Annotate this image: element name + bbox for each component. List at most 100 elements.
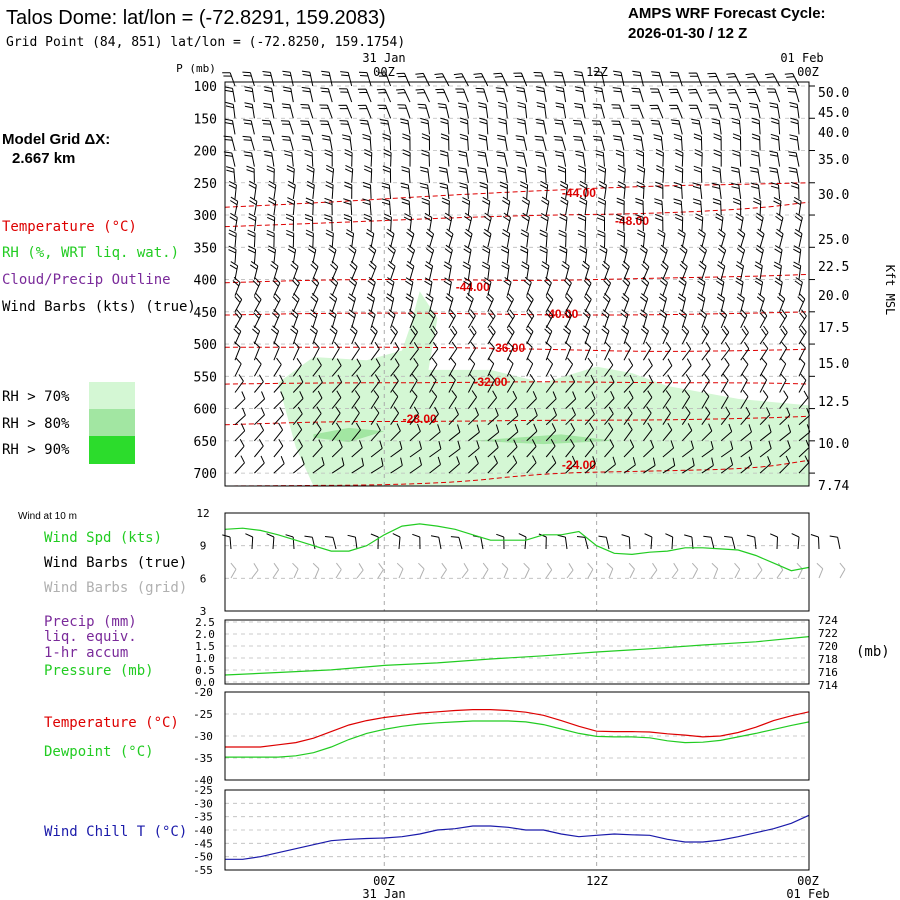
wind-barb-19-14 [506,373,516,393]
td-ticks-label--30: -30 [193,730,213,743]
legend-windchill: Wind Chill T (°C) [44,824,187,840]
wind-barb-10-17 [558,229,567,248]
wind-barb-11-11 [444,244,453,264]
wind-barb-4-2 [261,136,275,151]
wind-barb-14-4 [310,293,319,312]
wind-barb-7-19 [598,180,607,199]
wind-barb-11-10 [425,244,435,264]
surface-barb-grid-3 [292,562,299,579]
wind-barb-6-6 [344,164,354,183]
wind-barb-10-24 [697,228,706,248]
top-date-label-feb: 01 Feb [780,51,823,65]
wind-barb-22-3 [292,422,303,442]
temperature-contour-3 [224,311,810,316]
precip-tick-1.5: 1.5 [195,640,215,653]
wind-barb-2-12 [457,102,469,119]
temperature-contour-label-6: -28.00 [403,412,437,426]
wind-barb-12-13 [481,261,490,280]
wind-barb-7-25 [711,182,722,199]
wc-ticks-label--55: -55 [193,864,213,877]
td-line-1 [225,720,810,758]
wind-barb-21-12 [468,407,479,426]
td-ticks-label--35: -35 [193,752,213,765]
wind-barb-6-13 [477,167,489,183]
wind-barb-4-25 [713,133,722,151]
wind-barb-0-17 [553,71,567,87]
wind-barb-8-14 [502,196,511,216]
temp-dewpoint-frame [224,691,810,781]
wind-barb-21-2 [273,407,284,426]
wind-barb-12-14 [501,261,510,280]
wind-barb-4-4 [301,135,314,151]
wind-barb-1-28 [766,88,781,103]
surface-barb-true-23 [703,535,715,550]
wind-barb-9-13 [483,212,492,232]
surface-barb-true-2 [266,533,275,550]
wind-barb-16-24 [701,325,710,345]
wind-barb-5-10 [421,149,430,167]
wind-barb-4-18 [573,135,586,151]
wind-barb-5-25 [713,149,722,167]
wind-barb-4-11 [440,133,450,151]
wind-barb-5-3 [283,150,294,167]
td-ticks-label--40: -40 [193,774,213,787]
wind-barb-17-3 [292,341,300,361]
wind-barb-15-0 [234,309,243,329]
wind-barb-16-12 [467,325,477,345]
wind-barb-2-28 [769,102,781,119]
wind-barb-14-9 [405,293,414,312]
wind-barb-19-21 [643,374,654,393]
wind-barb-4-19 [592,135,605,151]
wind-barb-1-24 [687,88,703,103]
wind-barb-10-14 [501,228,511,248]
wind-barb-21-9 [409,406,419,426]
wind-barb-19-23 [681,374,691,393]
wind-barb-14-8 [386,293,395,312]
wind-barb-17-4 [312,341,320,361]
wind-barb-7-6 [344,181,353,199]
wind-barb-19-13 [487,373,496,393]
wind-barb-0-5 [321,70,333,87]
wind-barb-2-17 [555,102,567,119]
surface-barb-grid-17 [587,562,594,579]
kft-tick-22.5: 22.5 [818,260,849,275]
wind-barb-5-11 [439,150,450,167]
wind-barb-11-29 [793,245,802,264]
wind-barb-12-10 [424,261,434,280]
wind-barb-7-23 [673,182,683,199]
wind-barb-24-2 [273,456,285,474]
wind-barb-22-23 [681,423,693,442]
kft-tick-25.0: 25.0 [818,233,849,248]
pressure-right-tick-714: 714 [818,679,838,692]
wind-barb-12-21 [641,260,650,280]
wind-barb-7-22 [655,181,664,199]
wind-barb-12-19 [601,260,610,280]
wind-barb-3-20 [611,120,625,135]
wind-barb-12-17 [561,260,570,280]
surface-barb-grid-2 [272,562,280,579]
wind-barb-21-10 [429,406,439,426]
wind-barb-13-29 [794,277,803,296]
wind-barb-10-19 [597,229,606,248]
wind-barb-10-7 [366,228,375,248]
wind-barb-9-27 [755,212,764,232]
wind-barb-18-12 [467,357,476,377]
wind-barb-2-19 [592,103,605,119]
wind-barb-2-3 [281,103,294,119]
pressure-right-tick-724: 724 [818,614,838,627]
wind-barb-7-18 [579,180,588,199]
wind-barb-0-7 [358,71,372,87]
grid-point-subtitle: Grid Point (84, 851) lat/lon = (-72.8250… [6,35,405,50]
bottom-time-label-end: 00Z [797,874,819,888]
wind-barb-3-26 [731,117,742,135]
wind-barb-15-5 [328,309,337,329]
wind-barb-10-23 [677,228,686,248]
wind-barb-5-2 [263,150,275,167]
wind-barb-23-4 [312,439,323,458]
wc-line-0 [225,814,810,860]
wind-barb-21-27 [759,407,771,426]
wind-barb-0-15 [513,72,528,87]
wind-barb-6-14 [497,166,508,183]
wind-barb-6-25 [712,166,722,183]
wind-barb-20-19 [604,390,615,409]
